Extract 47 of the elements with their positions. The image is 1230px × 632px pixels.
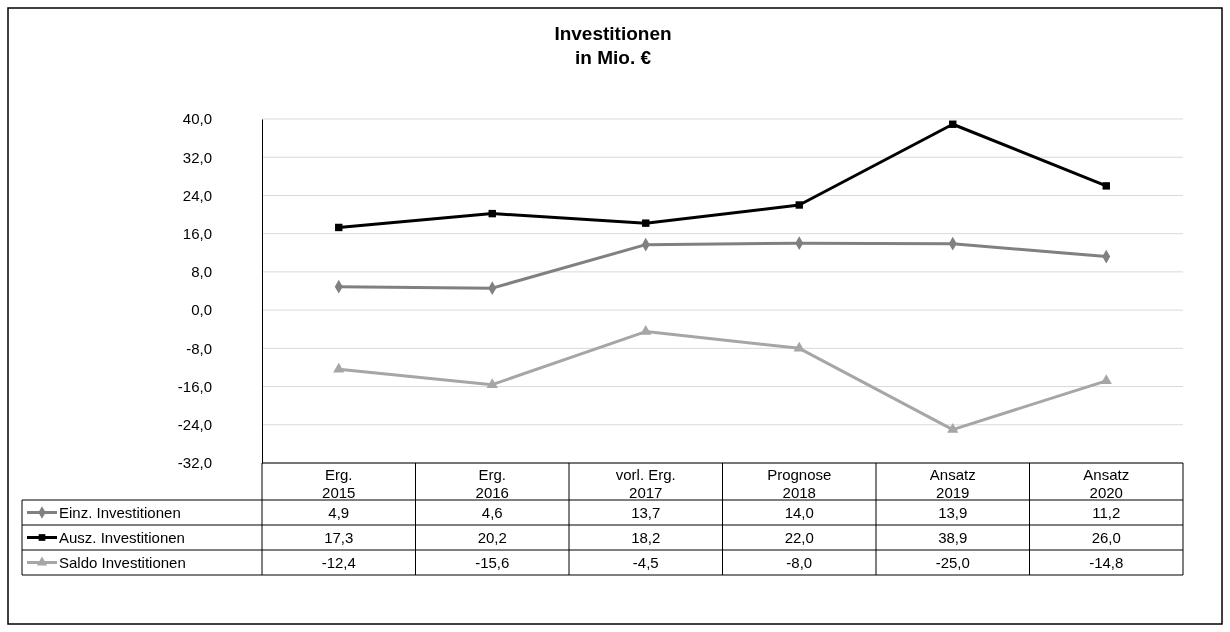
legend-label: Saldo Investitionen [59,554,186,571]
data-label: 17,3 [324,529,354,546]
point [947,423,959,433]
y-tick-label: 40,0 [182,110,212,128]
data-label: 18,2 [631,529,661,546]
point [642,219,650,227]
y-tick-label: 0,0 [191,301,212,319]
legend-label: Einz. Investitionen [59,504,181,521]
data-label: 26,0 [1091,529,1121,546]
data-label: 4,6 [481,504,503,521]
y-tick-label: 32,0 [182,148,212,166]
y-tick-label: -32,0 [177,454,212,472]
point [1102,182,1110,190]
x-tick-label: Ansatz 2019 [929,466,976,501]
data-label: 20,2 [477,529,507,546]
data-label: 22,0 [784,529,814,546]
data-label: -14,8 [1089,554,1124,571]
data-label: -4,5 [632,554,659,571]
data-label: -12,4 [321,554,356,571]
point [793,341,805,352]
point [640,325,652,335]
point [795,201,803,209]
y-tick-label: -24,0 [177,416,212,434]
data-label: 13,7 [631,504,661,521]
x-tick-label: vorl. Erg. 2017 [615,466,676,501]
x-tick-label: Erg. 2015 [322,466,356,501]
point [333,362,345,373]
y-tick-label: -8,0 [186,339,212,357]
y-tick-label: 8,0 [191,263,212,281]
data-label: 13,9 [938,504,968,521]
data-label: 38,9 [938,529,968,546]
data-label: -25,0 [935,554,970,571]
x-tick-label: Prognose 2018 [767,466,832,501]
y-tick-label: 16,0 [182,224,212,242]
x-tick-label: Ansatz 2020 [1083,466,1130,501]
legend-label: Ausz. Investitionen [59,529,185,546]
chart-title: Investitionen in Mio. € [554,23,672,68]
data-label: 14,0 [784,504,814,521]
data-label: -15,6 [475,554,510,571]
point [1100,374,1112,385]
point [486,378,498,388]
data-label: -8,0 [786,554,813,571]
y-tick-label: -16,0 [177,377,212,395]
data-label: 4,9 [328,504,350,521]
y-tick-label: 24,0 [182,186,212,204]
data-label: 11,2 [1092,504,1121,521]
x-tick-label: Erg. 2016 [475,466,509,501]
